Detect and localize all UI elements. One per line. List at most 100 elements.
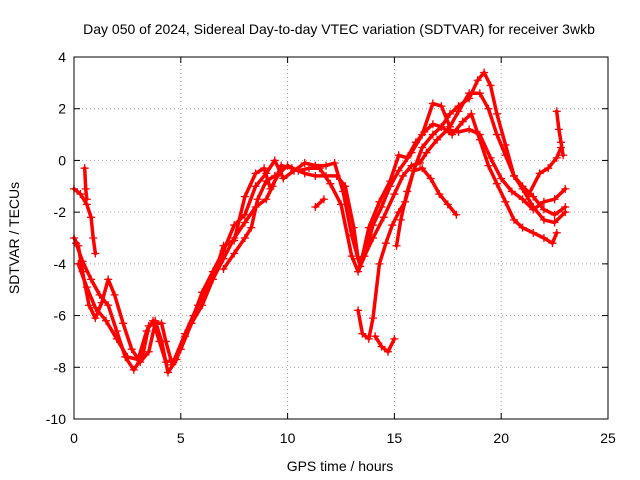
data-point (554, 125, 563, 134)
data-point (91, 314, 100, 323)
data-point (275, 169, 284, 178)
data-point (529, 202, 538, 211)
data-point (91, 249, 100, 258)
data-point (445, 109, 454, 118)
plot-frame (73, 56, 609, 420)
x-tick-label: 10 (280, 430, 296, 446)
series-track-7 (311, 195, 328, 211)
data-point (475, 89, 484, 98)
data-point (507, 187, 516, 196)
data-point (510, 171, 519, 180)
data-point (326, 179, 335, 188)
data-point (127, 345, 136, 354)
data-point (518, 223, 527, 232)
data-point (251, 182, 260, 191)
data-point (454, 107, 463, 116)
series-track-11 (524, 143, 566, 199)
series-track-10 (392, 164, 461, 250)
grid (74, 57, 608, 419)
series-track-9 (371, 332, 399, 356)
data-point (458, 117, 467, 126)
data-point (539, 234, 548, 242)
data-point (518, 184, 527, 193)
series-track-5 (74, 89, 570, 367)
data-point (492, 130, 501, 139)
y-tick-label: 4 (58, 49, 66, 65)
x-tick-labels: 0 5 10 15 20 25 (70, 430, 616, 446)
data-point (155, 337, 164, 346)
data-point (294, 166, 303, 175)
data-point (467, 109, 476, 118)
data-point (552, 107, 561, 116)
data-point (230, 249, 239, 258)
data-point (544, 164, 553, 173)
y-tick-label: 2 (58, 101, 66, 117)
data-point (369, 221, 378, 230)
data-point (398, 171, 407, 180)
data-point (78, 257, 87, 266)
data-point (428, 120, 437, 129)
data-point (315, 164, 324, 173)
data-point (539, 205, 548, 214)
x-tick-label: 15 (387, 430, 403, 446)
data-point (80, 164, 89, 173)
series-line (76, 91, 568, 364)
data-point (548, 239, 557, 248)
data-point (497, 174, 506, 183)
data-point (270, 171, 279, 180)
data-point (377, 342, 386, 351)
data-point (371, 332, 380, 341)
data-point (377, 202, 386, 211)
data-point (262, 177, 271, 186)
y-tick-label: -6 (54, 308, 67, 324)
x-axis-label: GPS time / hours (287, 458, 394, 474)
data-point (330, 159, 339, 168)
data-point (390, 190, 399, 199)
data-point (360, 252, 369, 261)
series-track-2 (80, 164, 91, 204)
data-point (123, 352, 132, 361)
chart-title: Day 050 of 2024, Sidereal Day-to-day VTE… (83, 21, 595, 37)
data-point (311, 171, 320, 180)
series-line (82, 166, 89, 201)
data-point (386, 182, 395, 191)
y-tick-label: -2 (54, 204, 67, 220)
data-point (437, 122, 446, 131)
data-point (394, 151, 403, 160)
data-point (484, 161, 493, 170)
data-point (208, 275, 217, 284)
data-point (119, 319, 128, 328)
data-point (518, 195, 527, 204)
data-point (82, 283, 91, 292)
data-point (539, 215, 548, 224)
data-point (82, 195, 91, 204)
data-point (552, 153, 561, 162)
data-point (501, 197, 510, 206)
data-point (270, 156, 279, 165)
data-point (550, 218, 559, 227)
data-point (322, 161, 331, 170)
data-point (403, 187, 412, 196)
data-point (283, 161, 292, 170)
data-point (240, 218, 249, 227)
data-point (422, 148, 431, 157)
data-point (157, 319, 166, 328)
data-point (161, 358, 170, 367)
data-point (87, 213, 96, 222)
data-point (561, 184, 570, 193)
data-point (426, 174, 435, 183)
y-tick-label: -8 (54, 359, 67, 375)
y-axis-label: SDTVAR / TECUs (6, 182, 22, 294)
data-point (375, 259, 384, 268)
data-point (465, 89, 474, 98)
data-point (381, 239, 390, 248)
data-point (253, 195, 262, 204)
x-tick-label: 20 (493, 430, 509, 446)
data-point (149, 316, 158, 325)
y-tick-label: -4 (54, 256, 67, 272)
data-point (433, 135, 442, 144)
data-point (480, 68, 489, 77)
data-point (445, 122, 454, 131)
data-point (369, 314, 378, 323)
data-point (339, 187, 348, 196)
